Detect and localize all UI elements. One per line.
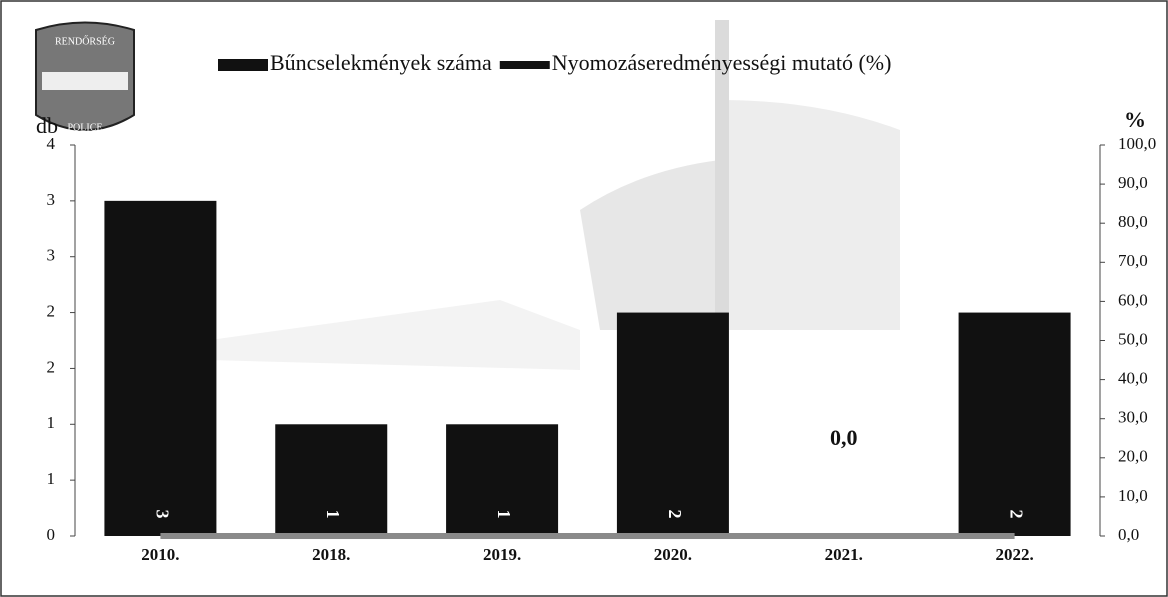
- y-axis-label: db: [36, 113, 58, 138]
- legend-label: Bűncselekmények száma: [270, 50, 492, 75]
- y2-tick-label: 50,0: [1118, 329, 1148, 348]
- bar-label: 1: [494, 510, 514, 519]
- y-tick-label: 1: [47, 413, 56, 432]
- y-tick-label: 1: [47, 469, 56, 488]
- x-tick-label: 2021.: [825, 545, 863, 564]
- y2-tick-label: 10,0: [1118, 486, 1148, 505]
- logo-stripe: [42, 72, 128, 90]
- bar-label: 2: [665, 510, 685, 519]
- x-tick-label: 2020.: [654, 545, 692, 564]
- x-tick-label: 2010.: [141, 545, 179, 564]
- logo: RENDŐRSÉG POLICE: [35, 21, 135, 133]
- y-tick-label: 0: [47, 525, 56, 544]
- y-tick-label: 3: [47, 246, 56, 265]
- building-right: [720, 100, 900, 330]
- y2-tick-label: 20,0: [1118, 447, 1148, 466]
- background-building: [210, 20, 900, 370]
- y2-tick-label: 60,0: [1118, 290, 1148, 309]
- legend-swatch: [218, 59, 268, 71]
- y2-tick-label: 100,0: [1118, 134, 1156, 153]
- y-tick-label: 2: [47, 301, 56, 320]
- y2-tick-label: 70,0: [1118, 251, 1148, 270]
- y-tick-label: 4: [47, 134, 56, 153]
- logo-top: RENDŐRSÉG: [55, 35, 115, 47]
- y2-tick-label: 40,0: [1118, 369, 1148, 388]
- building-left: [580, 160, 720, 330]
- y2-tick-label: 0,0: [1118, 525, 1139, 544]
- wing: [210, 300, 580, 370]
- bar: [958, 312, 1071, 536]
- y2-tick-label: 30,0: [1118, 408, 1148, 427]
- legend-label: Nyomozáseredményességi mutató (%): [552, 50, 892, 75]
- bar: [104, 200, 217, 536]
- y-tick-label: 2: [47, 357, 56, 376]
- y2-tick-label: 90,0: [1118, 173, 1148, 192]
- x-tick-label: 2022.: [995, 545, 1033, 564]
- line-value-label: 0,0: [830, 425, 858, 450]
- bar-label: 3: [152, 510, 172, 519]
- y2-axis-label: %: [1124, 107, 1146, 132]
- legend-swatch: [499, 61, 550, 69]
- tower: [715, 20, 729, 330]
- x-tick-label: 2019.: [483, 545, 521, 564]
- y-tick-label: 3: [47, 190, 56, 209]
- bar: [446, 424, 559, 536]
- bar-label: 1: [323, 510, 343, 519]
- x-tick-label: 2018.: [312, 545, 350, 564]
- bar: [616, 312, 729, 536]
- logo-bottom: POLICE: [68, 122, 103, 133]
- y2-tick-label: 80,0: [1118, 212, 1148, 231]
- bar-label: 2: [1006, 510, 1026, 519]
- bar: [275, 424, 388, 536]
